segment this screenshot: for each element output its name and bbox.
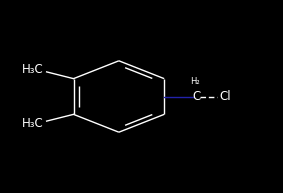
Text: H₃C: H₃C: [22, 117, 44, 130]
Text: H₂: H₂: [190, 77, 200, 86]
Text: H₃C: H₃C: [22, 63, 44, 76]
Text: Cl: Cl: [219, 90, 231, 103]
Text: C: C: [193, 90, 201, 103]
